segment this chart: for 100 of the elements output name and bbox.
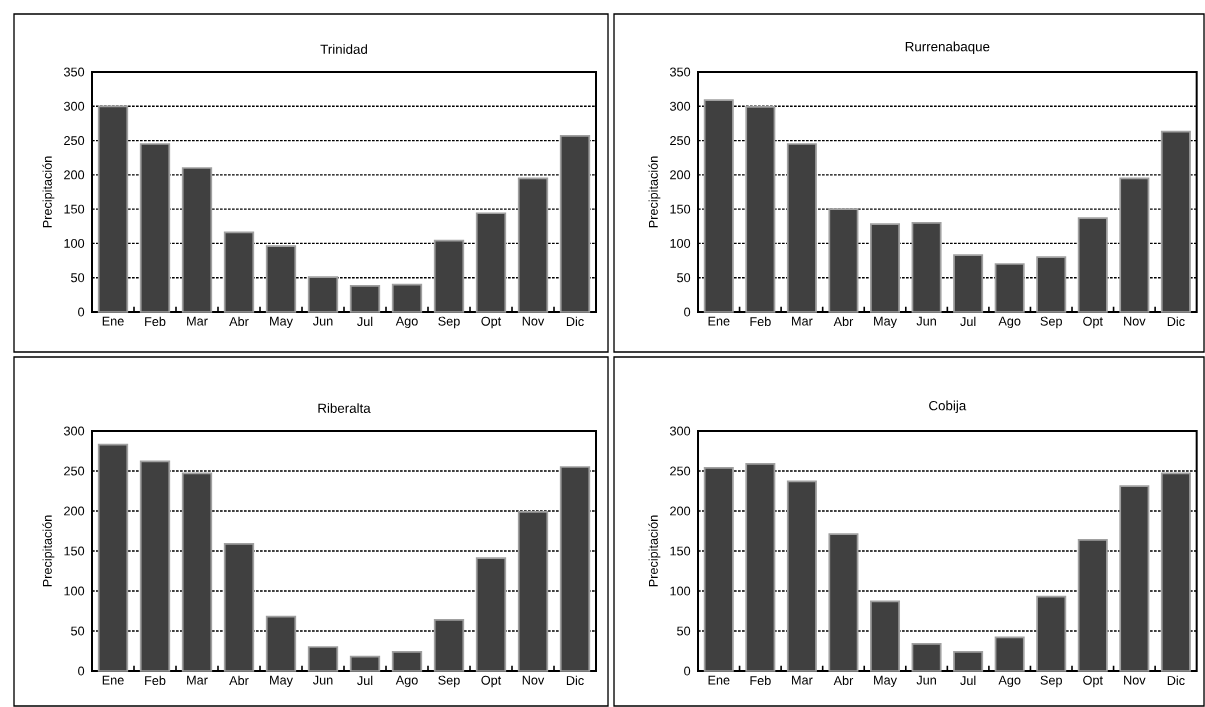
bar (139, 460, 171, 672)
bar (349, 655, 381, 672)
x-tick-label: Dic (566, 675, 584, 686)
bar (475, 557, 507, 672)
y-tick-label: 300 (669, 426, 691, 436)
y-tick-label: 250 (64, 136, 85, 146)
bar (559, 134, 591, 313)
y-tick-label: 250 (670, 466, 691, 476)
bar (97, 443, 129, 672)
bar (994, 636, 1025, 672)
x-tick-label: Ene (708, 316, 730, 326)
x-tick-label: Sep (1040, 316, 1062, 329)
x-tick-label: Jul (960, 316, 976, 327)
x-tick-label: Ago (998, 675, 1021, 688)
x-tick-label: Feb (750, 316, 771, 327)
x-tick-label: May (874, 316, 897, 329)
y-tick-label: 100 (64, 238, 85, 248)
bar (97, 105, 129, 313)
y-tick-label: 250 (64, 466, 85, 476)
bar (181, 167, 213, 313)
x-tick-label: Feb (145, 316, 166, 327)
y-tick-label: 300 (63, 426, 85, 436)
x-tick-label: Ene (102, 675, 124, 685)
bar (1077, 538, 1108, 672)
x-tick-label: Sep (1040, 675, 1062, 688)
y-tick-label: 50 (677, 273, 691, 283)
bar (307, 276, 339, 313)
bar (139, 143, 171, 313)
bar (517, 177, 549, 313)
y-tick-label: 200 (64, 170, 85, 180)
bar (745, 106, 776, 313)
bar (433, 618, 465, 672)
bar (265, 615, 297, 672)
x-tick-label: Jun (312, 675, 333, 685)
bar (1119, 177, 1150, 313)
bar (1160, 472, 1191, 672)
x-tick-label: Nov (522, 675, 545, 685)
y-axis-title: Precipitación (648, 156, 661, 228)
y-tick-label: 350 (63, 67, 85, 77)
bar (1119, 485, 1150, 672)
y-tick-label: 0 (684, 307, 691, 317)
x-tick-label: May (270, 675, 293, 688)
y-tick-label: 150 (64, 204, 85, 214)
bar (911, 642, 942, 672)
chart-title: Riberalta (318, 403, 371, 413)
bar (475, 212, 507, 313)
y-axis-title: Precipitación (42, 515, 55, 587)
x-tick-label: Jul (357, 675, 373, 686)
bar (953, 650, 984, 672)
x-tick-label: Nov (1124, 675, 1146, 685)
x-tick-label: Nov (1124, 316, 1146, 326)
x-tick-label: Ago (998, 316, 1021, 329)
y-tick-label: 0 (684, 666, 691, 676)
y-axis-title: Precipitación (648, 515, 661, 587)
bar (1077, 217, 1108, 313)
bar (307, 646, 339, 672)
bar (349, 285, 381, 313)
y-tick-label: 250 (670, 136, 691, 146)
x-tick-label: Opt (1083, 316, 1103, 329)
x-tick-label: Jul (960, 675, 976, 686)
x-tick-label: Opt (481, 675, 502, 688)
x-tick-label: Abr (229, 316, 249, 327)
x-tick-label: Mar (187, 675, 208, 685)
x-tick-label: Feb (750, 675, 771, 686)
x-tick-label: Jul (357, 316, 373, 327)
bar (1036, 595, 1067, 672)
bar (181, 472, 213, 672)
y-tick-label: 100 (670, 238, 691, 248)
y-tick-label: 200 (64, 506, 85, 516)
y-tick-label: 0 (78, 666, 85, 676)
y-tick-label: 200 (670, 506, 691, 516)
x-tick-label: Ene (102, 316, 124, 326)
y-tick-label: 100 (64, 586, 85, 596)
y-tick-label: 350 (669, 67, 691, 77)
y-tick-label: 100 (670, 586, 691, 596)
y-tick-label: 50 (677, 626, 691, 636)
x-tick-label: Jun (916, 675, 936, 685)
x-tick-label: Dic (566, 316, 584, 327)
x-tick-label: Dic (1167, 675, 1185, 686)
y-tick-label: 200 (670, 170, 691, 180)
bar (1036, 256, 1067, 313)
y-tick-label: 300 (669, 101, 691, 111)
y-tick-label: 150 (670, 546, 691, 556)
y-tick-label: 0 (78, 307, 85, 317)
x-tick-label: Nov (522, 316, 545, 326)
bar (994, 263, 1025, 313)
y-axis-title: Precipitación (42, 156, 55, 228)
bar (953, 254, 984, 313)
x-tick-label: Abr (229, 675, 249, 686)
x-tick-label: Jun (312, 316, 333, 326)
y-tick-label: 50 (71, 273, 85, 283)
x-tick-label: Mar (792, 316, 813, 326)
x-tick-label: Dic (1167, 316, 1185, 327)
bar (517, 510, 549, 672)
x-tick-label: May (270, 316, 293, 329)
bar (786, 480, 817, 672)
x-tick-label: Abr (833, 675, 854, 686)
x-tick-label: Opt (481, 316, 502, 329)
bar (703, 99, 734, 313)
x-tick-label: Mar (792, 675, 813, 685)
